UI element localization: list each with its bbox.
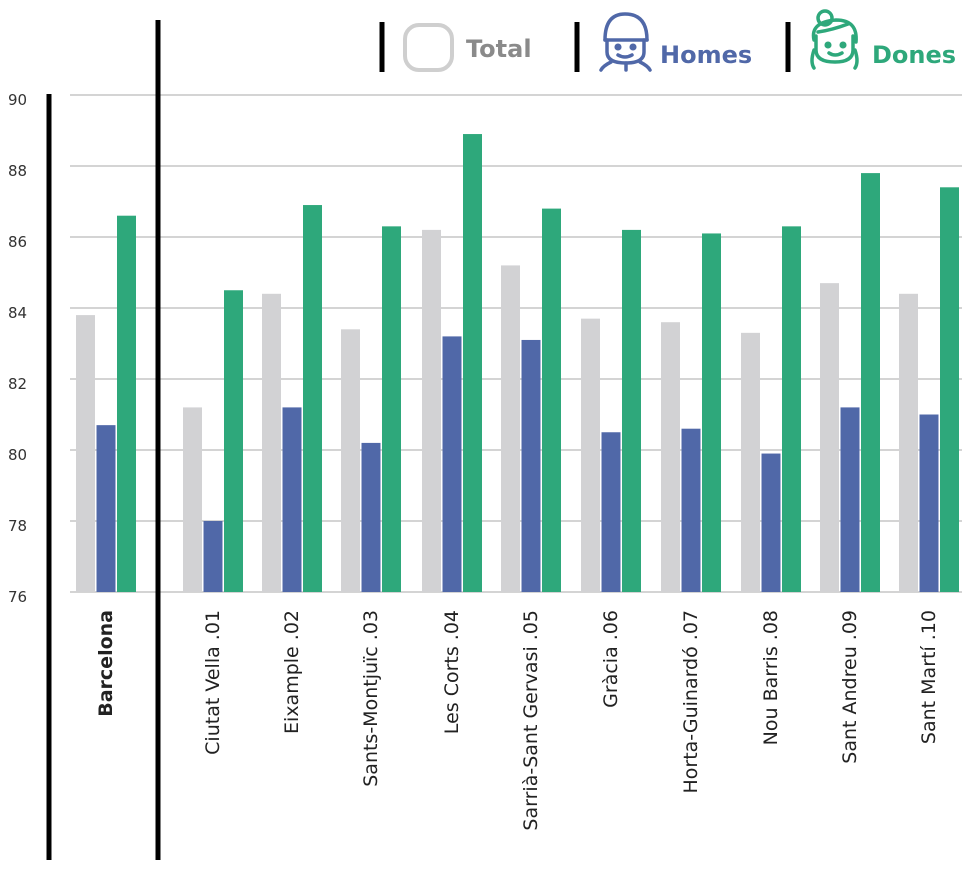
y-tick-label: 80 bbox=[8, 446, 27, 464]
bar-total bbox=[422, 229, 441, 592]
woman-face-icon bbox=[810, 9, 859, 70]
x-tick-label: Barcelona bbox=[95, 610, 117, 717]
x-tick-label: Les Corts .04 bbox=[441, 610, 463, 734]
x-tick-label: Horta-Guinardó .07 bbox=[680, 610, 702, 794]
x-tick-label: Eixample .02 bbox=[281, 610, 303, 734]
bar-dones bbox=[542, 208, 561, 592]
x-axis-labels: Barcelona Ciutat Vella .01 Eixample .02 San… bbox=[95, 610, 940, 831]
bar-total bbox=[341, 329, 360, 592]
man-face-icon bbox=[599, 12, 652, 72]
bar-total bbox=[76, 315, 95, 592]
bar-total bbox=[501, 265, 520, 592]
bars bbox=[76, 134, 959, 593]
bar-dones bbox=[861, 173, 880, 592]
bar-homes bbox=[919, 414, 939, 592]
bar-homes bbox=[282, 407, 302, 592]
bar-total bbox=[262, 293, 281, 592]
x-tick-label: Ciutat Vella .01 bbox=[202, 610, 224, 755]
x-tick-label: Sant Andreu .09 bbox=[839, 610, 861, 764]
bar-homes bbox=[361, 442, 381, 592]
y-tick-label: 86 bbox=[8, 233, 27, 251]
bar-dones bbox=[224, 290, 243, 592]
legend-dones-label: Dones bbox=[872, 41, 956, 69]
bar-total bbox=[183, 407, 202, 592]
bar-homes bbox=[601, 432, 621, 592]
bar-dones bbox=[622, 229, 641, 592]
x-tick-label: Sants-Montjuïc .03 bbox=[360, 610, 382, 787]
legend: Total Homes Dones bbox=[379, 9, 956, 72]
bar-homes bbox=[840, 407, 860, 592]
y-tick-label: 76 bbox=[8, 588, 27, 606]
legend-total-label: Total bbox=[466, 35, 532, 63]
y-tick-label: 82 bbox=[8, 375, 27, 393]
x-tick-label: Nou Barris .08 bbox=[760, 610, 782, 745]
bar-homes bbox=[521, 339, 541, 592]
bar-dones bbox=[382, 226, 401, 592]
y-tick-label: 78 bbox=[8, 517, 27, 535]
y-tick-label: 84 bbox=[8, 304, 27, 322]
bar-dones bbox=[463, 134, 482, 593]
x-tick-label: Sant Martí .10 bbox=[918, 610, 940, 744]
bar-total bbox=[820, 283, 839, 592]
bar-total bbox=[741, 332, 760, 592]
bar-total bbox=[661, 322, 680, 592]
bar-dones bbox=[702, 233, 721, 592]
x-tick-label: Sarrià-Sant Gervasi .05 bbox=[520, 610, 542, 831]
blank-face-icon bbox=[403, 23, 454, 72]
bar-homes bbox=[442, 336, 462, 592]
bar-homes bbox=[681, 428, 701, 592]
bar-total bbox=[581, 318, 600, 592]
legend-homes-label: Homes bbox=[660, 41, 752, 69]
bar-homes bbox=[761, 453, 781, 592]
y-tick-label: 90 bbox=[8, 91, 27, 109]
bar-dones bbox=[940, 187, 959, 593]
bar-homes bbox=[203, 521, 223, 592]
x-tick-label: Gràcia .06 bbox=[600, 610, 622, 708]
y-tick-label: 88 bbox=[8, 162, 27, 180]
bar-dones bbox=[117, 215, 136, 592]
bar-total bbox=[899, 293, 918, 592]
bar-dones bbox=[782, 226, 801, 592]
bar-dones bbox=[303, 205, 322, 593]
bar-homes bbox=[96, 425, 116, 592]
y-axis-ticks: 76 78 80 82 84 86 88 90 bbox=[8, 91, 27, 606]
